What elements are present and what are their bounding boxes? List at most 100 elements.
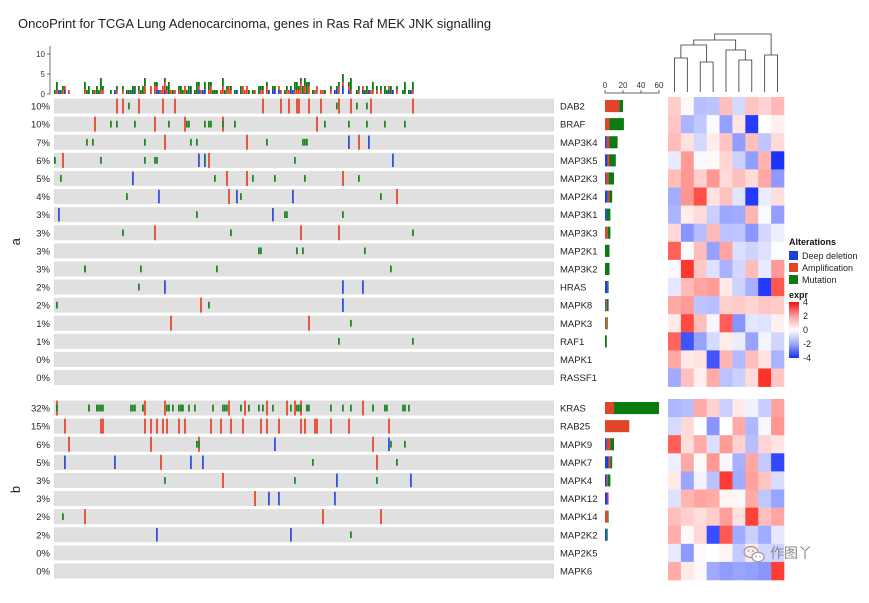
alteration-mark — [132, 404, 134, 412]
top-bar-mut — [164, 78, 166, 82]
row-percent-label: 3% — [36, 210, 50, 221]
alteration-mark — [376, 454, 378, 470]
heatmap-cell — [771, 489, 785, 508]
top-bar-del — [342, 86, 344, 94]
alteration-mark — [304, 418, 306, 434]
heatmap-cell — [680, 314, 695, 333]
top-bar-mut — [208, 82, 210, 90]
alteration-mark — [412, 98, 414, 114]
heatmap-cell — [680, 169, 695, 188]
top-bar-mut — [240, 86, 242, 94]
alteration-mark — [260, 418, 262, 434]
heatmap-cell — [693, 314, 707, 333]
top-bar-amp — [294, 90, 296, 94]
row-percent-label: 2% — [36, 530, 50, 541]
top-bar-mut — [188, 86, 190, 94]
alteration-mark — [316, 418, 318, 434]
row-gene-label: MAPK7 — [560, 458, 592, 469]
top-bar-mut — [196, 82, 198, 94]
right-bar-amp — [608, 456, 611, 469]
watermark: 作图丫 — [743, 545, 812, 563]
alteration-mark — [258, 404, 260, 412]
row-percent-label: 0% — [36, 548, 50, 559]
heatmap-cell — [719, 241, 733, 261]
heatmap-cell — [706, 115, 720, 134]
heatmap-cell — [719, 205, 733, 224]
alteration-mark — [182, 404, 184, 412]
heatmap-cell — [719, 332, 733, 351]
heatmap-cell — [706, 525, 720, 545]
heatmap-cell — [771, 417, 785, 436]
heatmap-cell — [706, 399, 720, 418]
top-bar-del — [202, 90, 204, 94]
heatmap-cell — [758, 507, 772, 526]
right-bar-del — [605, 154, 608, 167]
heatmap-cell — [732, 399, 746, 418]
alteration-mark — [174, 98, 176, 114]
heatmap-cell — [693, 223, 707, 243]
alteration-mark — [130, 404, 132, 412]
alteration-mark — [220, 418, 222, 434]
top-bar-mut — [144, 78, 146, 86]
top-bar-mut — [380, 86, 382, 90]
heatmap-cell — [771, 332, 785, 351]
heatmap-cell — [668, 133, 682, 152]
heatmap-cell — [706, 296, 720, 315]
heatmap-cell — [719, 507, 733, 526]
alteration-mark — [254, 491, 256, 507]
alteration-mark — [294, 400, 296, 416]
row-gene-label: MAPK9 — [560, 440, 592, 451]
alteration-mark — [228, 189, 230, 205]
alteration-mark — [196, 138, 198, 146]
alteration-mark — [296, 247, 298, 255]
legend-expr-tick: -4 — [803, 353, 811, 363]
heatmap-cell — [758, 296, 772, 315]
top-bar-mut — [142, 86, 144, 94]
alteration-mark — [208, 152, 210, 168]
alteration-mark — [116, 120, 118, 128]
heatmap-cell — [758, 314, 772, 333]
heatmap-cell — [771, 205, 785, 224]
heatmap-cell — [745, 151, 759, 170]
heatmap-cell — [745, 187, 759, 206]
top-bar-mut — [294, 82, 296, 90]
legend-expr-tick: 2 — [803, 311, 808, 321]
top-bar-mut — [226, 86, 228, 90]
alteration-mark — [370, 98, 372, 114]
alteration-mark — [102, 404, 104, 412]
heatmap-cell — [706, 543, 720, 563]
alteration-mark — [308, 404, 310, 412]
top-bar-mut — [376, 86, 378, 90]
heatmap-cell — [668, 489, 682, 508]
alteration-mark — [188, 120, 190, 128]
right-bar-amp — [606, 438, 611, 451]
alteration-mark — [262, 98, 264, 114]
heatmap-cell — [732, 435, 746, 454]
legend-item-label: Deep deletion — [802, 251, 858, 261]
heatmap-cell — [693, 399, 707, 418]
alteration-mark — [150, 436, 152, 452]
alteration-mark — [62, 513, 64, 521]
heatmap-cell — [758, 169, 772, 188]
alteration-mark — [338, 98, 340, 114]
heatmap-cell — [719, 350, 733, 369]
heatmap-cell — [693, 435, 707, 454]
top-bar-amp — [376, 90, 378, 94]
top-bar-del — [132, 90, 134, 94]
alteration-mark — [242, 418, 244, 434]
alteration-mark — [330, 418, 332, 434]
top-bar-amp — [220, 90, 222, 94]
alteration-mark — [144, 138, 146, 146]
alteration-mark — [160, 454, 162, 470]
heatmap-cell — [668, 97, 682, 116]
alteration-mark — [298, 404, 300, 412]
alteration-mark — [156, 528, 158, 542]
alteration-mark — [348, 135, 350, 149]
top-bar-del — [190, 90, 192, 94]
right-bar-amp — [605, 226, 608, 239]
right-bar-del — [605, 474, 607, 487]
expression-heatmap — [668, 97, 785, 581]
alteration-mark — [214, 175, 216, 182]
top-bar-mut — [306, 82, 308, 94]
right-bar-mut — [610, 456, 613, 469]
